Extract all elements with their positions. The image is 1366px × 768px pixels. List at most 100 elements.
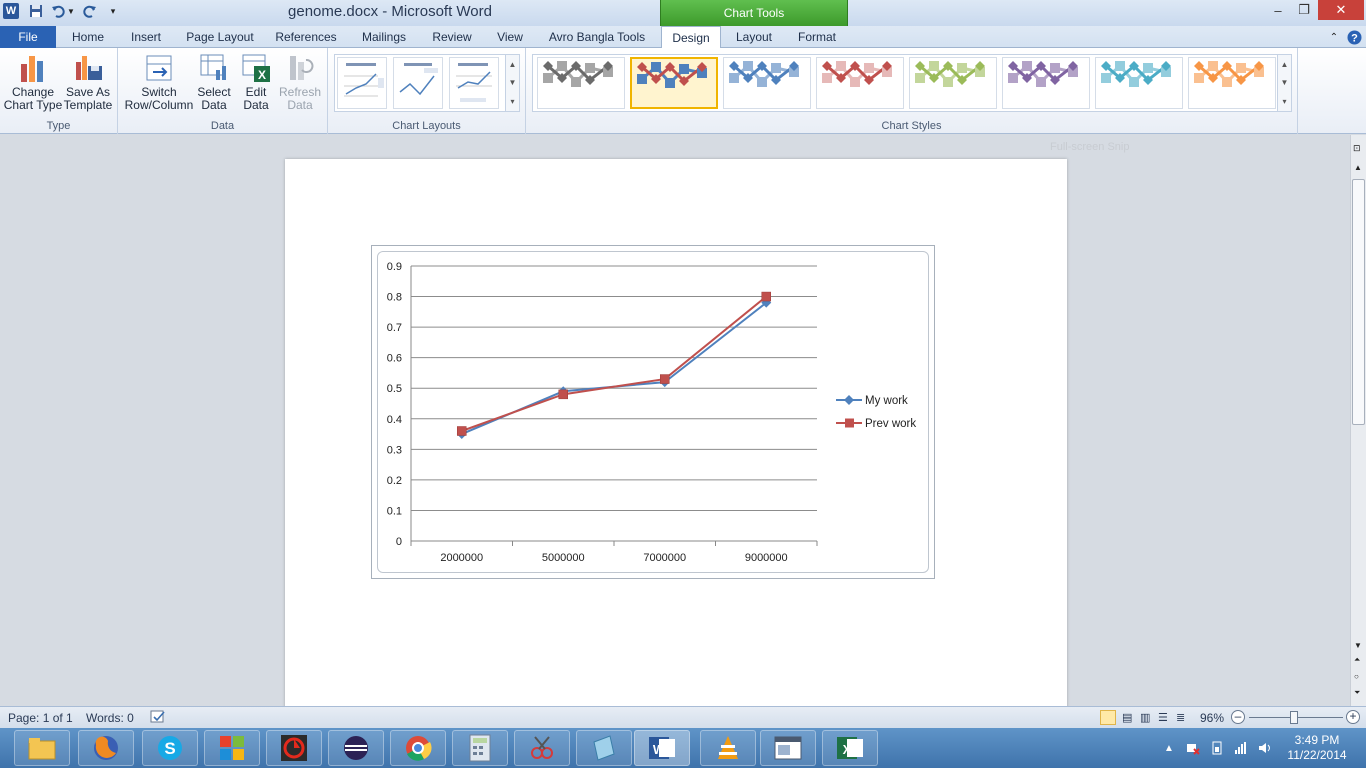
switch-row-column-button[interactable]: Switch Row/Column (122, 52, 196, 112)
outline-view-icon[interactable]: ☰ (1158, 712, 1168, 724)
volume-icon[interactable] (1258, 741, 1272, 755)
save-as-template-button[interactable]: Save As Template (62, 52, 114, 112)
zoom-out-icon[interactable]: – (1231, 710, 1245, 724)
edit-data-label: Edit Data (243, 85, 269, 112)
firefox-taskbar-icon[interactable] (78, 730, 134, 766)
vlc-taskbar-icon[interactable] (700, 730, 756, 766)
undo-dropdown-icon[interactable]: ▼ (67, 6, 75, 16)
group-chart-styles-label: Chart Styles (881, 120, 942, 132)
word-app-icon[interactable]: W (3, 3, 19, 19)
chart-style-thumb[interactable] (1188, 57, 1276, 109)
data-point-marker[interactable] (558, 389, 568, 400)
eclipse-taskbar-icon[interactable] (328, 730, 384, 766)
customize-toolbar-icon[interactable]: ▾ (110, 5, 116, 16)
excel-taskbar-icon[interactable]: X (822, 730, 878, 766)
tab-home[interactable]: Home (71, 30, 104, 44)
chart-layouts-scroll[interactable]: ▲ ▼ ▾ (505, 55, 519, 111)
chart-style-thumb[interactable] (909, 57, 997, 109)
chart-area[interactable]: 0 0.1 0.2 0.3 0.4 0.5 0.6 0.7 0.8 0.9 2000000 50000… (377, 251, 929, 573)
tab-avro-bangla-tools[interactable]: Avro Bangla Tools (548, 30, 646, 44)
minimize-button[interactable]: – (1274, 2, 1282, 18)
snipping-tool-taskbar-icon[interactable] (514, 730, 570, 766)
chart-style-thumb[interactable] (816, 57, 904, 109)
group-chart-layouts-label: Chart Layouts (392, 120, 461, 132)
chart-layout-thumb[interactable] (449, 57, 499, 109)
zoom-in-icon[interactable]: + (1346, 710, 1360, 724)
chart-tools-contextual-label: Chart Tools (660, 0, 848, 26)
tab-references[interactable]: References (275, 30, 337, 44)
word-count[interactable]: Words: 0 (86, 711, 134, 725)
tab-view[interactable]: View (497, 30, 523, 44)
save-as-template-icon (76, 56, 102, 80)
tab-layout[interactable]: Layout (735, 30, 773, 44)
tab-format[interactable]: Format (797, 30, 836, 44)
minimize-ribbon-icon[interactable]: ⌃ (1329, 31, 1339, 43)
data-point-marker[interactable] (761, 291, 771, 302)
network-status-icon[interactable] (1186, 741, 1200, 755)
restore-button[interactable]: ❐ (1298, 2, 1310, 17)
chart-style-thumb[interactable] (1002, 57, 1090, 109)
app-taskbar-icon-window[interactable] (760, 730, 816, 766)
redo-icon[interactable] (82, 3, 98, 19)
legend-marker (844, 395, 854, 405)
full-screen-reading-icon[interactable]: ▤ (1122, 712, 1133, 724)
app-taskbar-icon-windows[interactable] (204, 730, 260, 766)
ruler-toggle-icon[interactable]: ⊡ (1353, 143, 1361, 153)
undo-icon[interactable] (50, 3, 66, 19)
tab-insert[interactable]: Insert (130, 30, 161, 44)
ribbon-tabs: File Home Insert Page Layout References … (0, 26, 1366, 49)
tab-design[interactable]: Design (661, 26, 721, 49)
chart-layout-thumb[interactable] (393, 57, 443, 109)
show-hidden-icons-icon[interactable]: ▲ (1164, 742, 1174, 754)
select-data-button[interactable]: Select Data (196, 52, 232, 112)
close-button[interactable]: ✕ (1318, 0, 1364, 20)
chart-style-thumb[interactable] (1095, 57, 1183, 109)
data-point-marker[interactable] (457, 426, 467, 436)
print-layout-icon[interactable] (1100, 710, 1116, 725)
tab-page-layout[interactable]: Page Layout (186, 30, 254, 44)
scroll-down-icon[interactable]: ▼ (1354, 641, 1362, 650)
change-chart-type-icon (21, 56, 43, 82)
next-page-icon[interactable]: ⏷ (1354, 688, 1361, 697)
explorer-taskbar-icon[interactable] (14, 730, 70, 766)
chart-layout-thumb[interactable] (337, 57, 387, 109)
zoom-slider-thumb[interactable] (1290, 711, 1298, 724)
word-taskbar-icon[interactable]: W (634, 730, 690, 766)
data-point-marker[interactable] (660, 374, 670, 384)
series-line[interactable] (461, 295, 767, 432)
zoom-level[interactable]: 96% (1200, 711, 1225, 725)
scroll-up-icon[interactable]: ▲ (1354, 163, 1362, 172)
edit-data-button[interactable]: X Edit Data (238, 52, 274, 112)
save-icon[interactable] (28, 3, 44, 19)
chart-style-thumb[interactable] (630, 57, 718, 109)
line-chart[interactable]: 0 0.1 0.2 0.3 0.4 0.5 0.6 0.7 0.8 0.9 2000000 50000… (378, 252, 930, 574)
app-taskbar-icon-red[interactable] (266, 730, 322, 766)
browse-object-icon[interactable]: ○ (1354, 672, 1359, 681)
chart-style-thumb[interactable] (723, 57, 811, 109)
page-count[interactable]: Page: 1 of 1 (8, 711, 73, 725)
tab-review[interactable]: Review (432, 30, 472, 44)
skype-taskbar-icon[interactable]: S (142, 730, 198, 766)
change-chart-type-button[interactable]: Change Chart Type (4, 52, 62, 112)
draft-view-icon[interactable]: ≣ (1176, 712, 1186, 724)
title-bar: W ▼ ▾ genome.docx - Microsoft Word Chart… (0, 0, 1366, 26)
data-point-marker[interactable] (761, 297, 772, 308)
taskbar: S W X ▲ 3:49 PM 11/2 (0, 728, 1366, 768)
refresh-data-button[interactable]: Refresh Data (276, 52, 324, 112)
previous-page-icon[interactable]: ⏶ (1354, 655, 1361, 664)
tab-mailings[interactable]: Mailings (361, 30, 406, 44)
power-status-icon[interactable] (1210, 741, 1224, 755)
notepad-taskbar-icon[interactable] (576, 730, 632, 766)
calculator-taskbar-icon[interactable] (452, 730, 508, 766)
web-layout-icon[interactable]: ▥ (1140, 712, 1151, 724)
chart-style-thumb[interactable] (537, 57, 625, 109)
scroll-thumb[interactable] (1352, 179, 1365, 425)
system-clock[interactable]: 3:49 PM 11/22/2014 (1282, 733, 1352, 763)
proofing-icon[interactable] (150, 710, 166, 727)
signal-bars-icon[interactable] (1234, 741, 1248, 755)
chrome-taskbar-icon[interactable] (390, 730, 446, 766)
tab-file[interactable]: File (0, 26, 56, 48)
help-icon[interactable]: ? (1346, 29, 1362, 45)
chart-styles-scroll[interactable]: ▲ ▼ ▾ (1277, 55, 1291, 111)
vertical-scrollbar[interactable]: ⊡ ▲ ▼ ⏶ ○ ⏷ (1350, 135, 1366, 706)
